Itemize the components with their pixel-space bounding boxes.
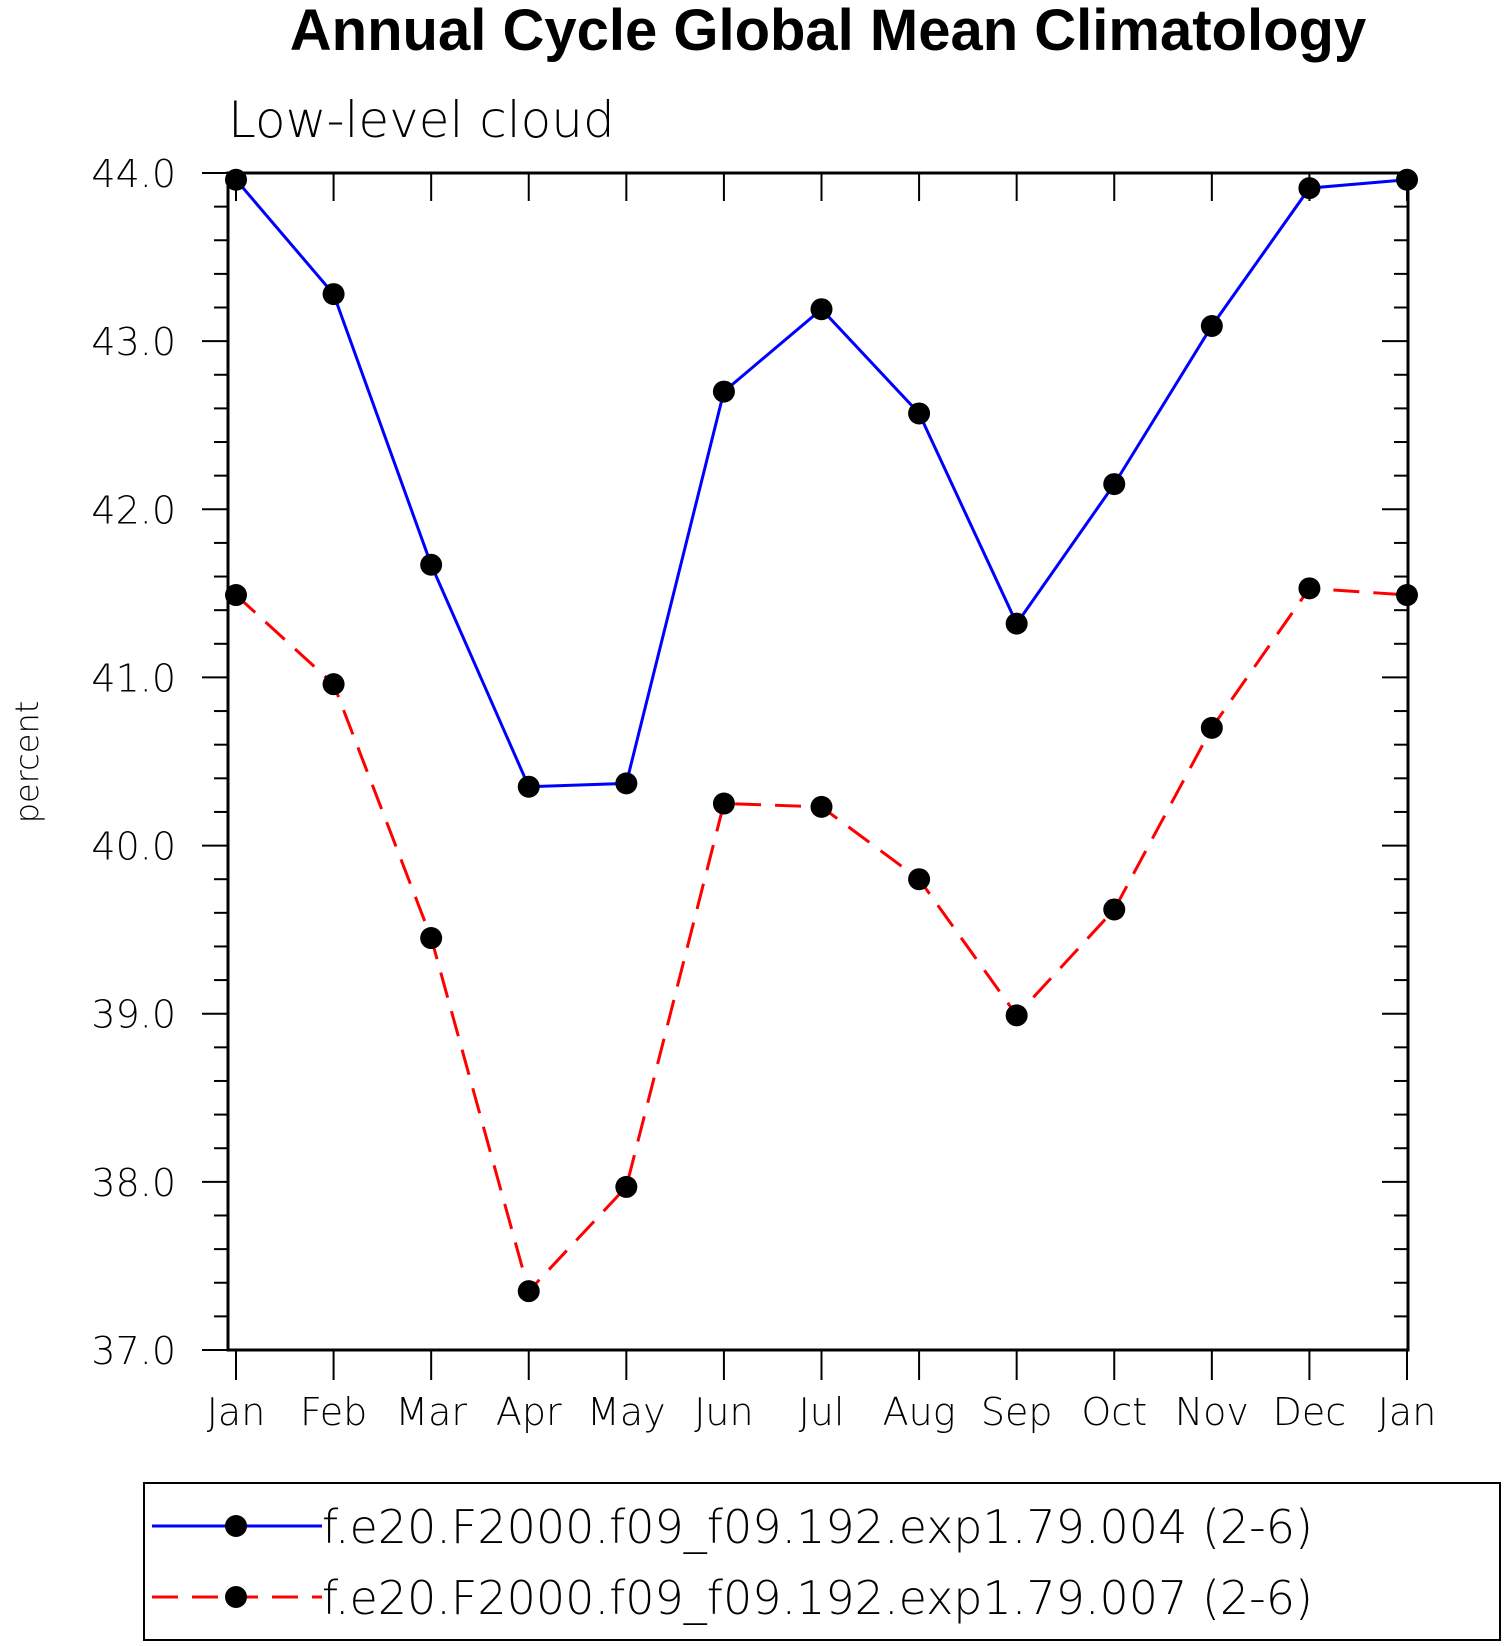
x-tick-label: Mar [395,1390,467,1434]
data-point-series-2 [810,795,833,818]
legend-label-series-1: f.e20.F2000.f09_f09.192.exp1.79.004 (2-6… [322,1500,1313,1554]
x-tick-label: Jan [207,1390,266,1434]
y-tick-label: 38.0 [91,1161,176,1205]
plot-frame [226,171,1410,1352]
x-tick-label: Oct [1081,1390,1147,1434]
data-point-series-1 [810,298,833,321]
x-tick-label: Nov [1175,1390,1249,1434]
data-point-series-2 [322,673,345,696]
data-point-series-2 [225,584,247,607]
data-point-series-1 [225,168,247,191]
data-point-series-1 [1005,612,1028,635]
x-tick-label: Apr [496,1390,562,1434]
x-tick-label: Jun [694,1390,753,1434]
y-tick-label: 37.0 [91,1329,176,1373]
x-tick-label: May [587,1390,666,1434]
y-tick-label: 39.0 [91,993,176,1037]
series-layer [225,168,1418,1303]
x-tick-label: Dec [1273,1390,1347,1434]
data-point-series-2 [1005,1004,1028,1027]
legend-box [143,1482,1501,1641]
chart-title: Annual Cycle Global Mean Climatology [290,0,1366,63]
data-point-series-1 [615,772,638,795]
data-point-series-2 [1103,898,1126,921]
x-tick-label: Feb [300,1390,367,1434]
data-point-series-2 [908,868,931,891]
data-point-series-1 [420,553,443,576]
x-axis-ticks: Jan Feb Mar Apr May Jun Jul Aug Sep Oct Nov Dec Jan [207,173,1437,1434]
data-point-series-2 [517,1280,540,1303]
legend-marker-series-2 [225,1586,247,1608]
x-tick-label: Jan [1378,1390,1437,1434]
series-line-1 [234,178,1408,789]
y-tick-label: 44.0 [91,152,176,196]
data-point-series-2 [1298,577,1321,600]
y-tick-label: 40.0 [91,825,176,869]
legend-marker-series-1 [225,1515,247,1537]
y-tick-label: 41.0 [91,656,176,700]
x-tick-label: Sep [981,1390,1053,1434]
legend-label-series-2: f.e20.F2000.f09_f09.192.exp1.79.007 (2-6… [322,1571,1313,1625]
series-line-2 [234,586,1408,1295]
data-point-series-2 [1396,584,1418,607]
x-tick-label: Aug [883,1390,956,1434]
data-point-series-2 [1200,716,1223,739]
data-point-series-2 [712,792,735,815]
data-point-series-1 [322,283,345,306]
data-point-series-1 [1103,473,1126,496]
y-tick-label: 43.0 [91,320,176,364]
data-point-series-1 [517,775,540,798]
data-point-series-1 [1200,315,1223,338]
y-axis-label: percent [8,701,46,824]
data-point-series-1 [1298,177,1321,200]
data-point-series-2 [615,1175,638,1198]
y-axis-ticks: 37.0 38.0 39.0 40.0 41.0 42.0 43.0 44.0 [91,152,1408,1373]
data-point-series-1 [712,380,735,403]
data-point-series-1 [1396,168,1418,191]
chart-subtitle: Low-level cloud [228,91,615,149]
data-point-series-1 [908,402,931,425]
y-tick-label: 42.0 [91,488,176,532]
legend: f.e20.F2000.f09_f09.192.exp1.79.004 (2-6… [143,1482,1501,1641]
data-point-series-2 [420,927,443,950]
x-tick-label: Jul [799,1390,845,1434]
